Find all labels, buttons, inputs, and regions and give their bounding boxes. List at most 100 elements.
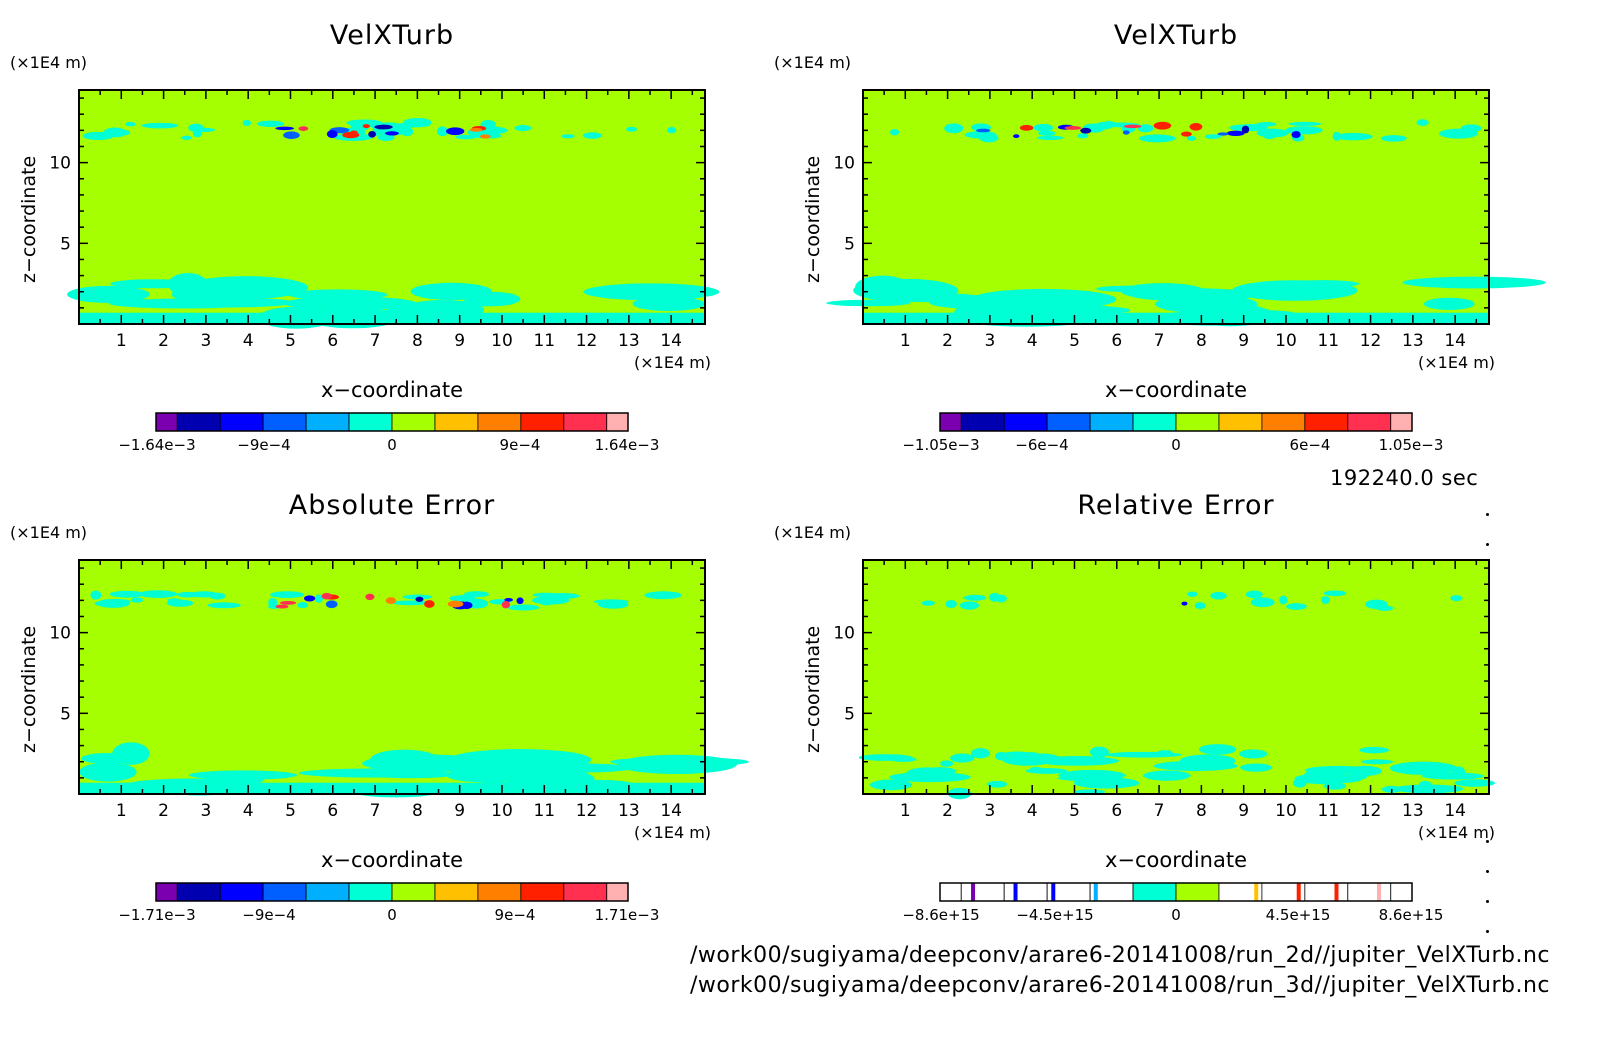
turbulence-core xyxy=(384,131,399,136)
colorbar-segment xyxy=(563,412,608,432)
x-tick-label: 13 xyxy=(618,801,640,821)
turbulence-core xyxy=(469,127,483,132)
x-tick-label: 8 xyxy=(412,331,423,351)
cyan-blob xyxy=(1421,772,1485,780)
colorbar-segment xyxy=(305,412,350,432)
panel-title: Absolute Error xyxy=(288,490,496,521)
x-tick-label: 8 xyxy=(1196,801,1207,821)
turbulence-core xyxy=(1122,130,1130,135)
cyan-blob xyxy=(853,278,959,303)
turbulence-core xyxy=(385,597,397,605)
x-tick-label: 4 xyxy=(243,331,254,351)
cyan-blob xyxy=(1187,591,1198,597)
cyan-blob xyxy=(1138,134,1176,143)
x-tick-label: 9 xyxy=(454,801,465,821)
margin-dot xyxy=(1486,870,1489,873)
cyan-blob xyxy=(1450,595,1463,602)
cyan-blob xyxy=(141,122,179,129)
x-tick-label: 7 xyxy=(370,331,381,351)
colorbar-segment xyxy=(1132,882,1177,902)
turbulence-core xyxy=(326,130,338,138)
turbulence-core xyxy=(1180,131,1192,137)
upper-turbulence-layer xyxy=(90,590,682,611)
colorbar-segment xyxy=(1175,882,1220,902)
cyan-blob xyxy=(403,302,440,315)
cyan-blob xyxy=(870,779,913,791)
cyan-blob xyxy=(110,279,197,289)
cyan-blob xyxy=(1210,591,1227,600)
colorbar-segment xyxy=(348,882,393,902)
cyan-blob xyxy=(1194,602,1206,609)
cyan-band xyxy=(79,782,705,794)
x-tick-label: 11 xyxy=(533,801,555,821)
colorbar-segment xyxy=(219,882,264,902)
cyan-blob xyxy=(1038,130,1056,136)
colorbar-segment xyxy=(1390,412,1413,432)
colorbar-frame xyxy=(939,882,1413,902)
cyan-blob xyxy=(437,126,448,137)
y-tick-label: 10 xyxy=(833,154,855,174)
x-tick-label: 9 xyxy=(1238,331,1249,351)
cyan-blob xyxy=(1418,780,1432,790)
cyan-blob xyxy=(950,753,975,763)
margin-dot xyxy=(1486,543,1489,546)
x-tick-label: 11 xyxy=(1317,331,1339,351)
x-tick-label: 11 xyxy=(533,331,555,351)
turbulence-core xyxy=(446,127,465,136)
colorbar-level-mark xyxy=(1093,883,1098,901)
cyan-blob xyxy=(582,132,602,139)
x-tick-label: 14 xyxy=(660,801,682,821)
colorbar-label: −1.05e−3 xyxy=(902,436,980,454)
x-tick-label: 6 xyxy=(327,331,338,351)
cyan-blob xyxy=(921,600,935,606)
y-unit-label: (×1E4 m) xyxy=(774,523,852,542)
colorbar-segment xyxy=(155,412,178,432)
upper-turbulence-layer xyxy=(82,117,677,142)
cyan-blob xyxy=(314,594,324,603)
cyan-blob xyxy=(561,134,575,139)
cyan-blob xyxy=(1058,769,1126,781)
cyan-blob xyxy=(1137,124,1154,133)
cyan-blob xyxy=(1380,135,1407,142)
y-tick-label: 10 xyxy=(833,624,855,644)
colorbar-label: 0 xyxy=(387,906,397,924)
colorbar-label: −1.64e−3 xyxy=(118,436,196,454)
x-axis-label: x−coordinate xyxy=(1104,378,1248,402)
x-tick-label: 14 xyxy=(660,331,682,351)
cyan-blob xyxy=(1143,770,1191,781)
cyan-blob xyxy=(410,282,493,300)
turbulence-core xyxy=(415,596,424,602)
plot-frame xyxy=(78,89,706,325)
cyan-blob xyxy=(227,775,264,785)
cyan-blob xyxy=(987,780,1008,788)
cyan-blob xyxy=(1033,123,1054,132)
turbulence-core xyxy=(1080,127,1092,134)
cyan-blob xyxy=(1186,135,1197,141)
cyan-blob xyxy=(583,283,720,301)
x-unit-label: (×1E4 m) xyxy=(1418,353,1496,372)
footer-file-path: /work00/sugiyama/deepconv/arare6-2014100… xyxy=(689,973,1550,998)
margin-dot xyxy=(1486,930,1489,933)
margin-dot xyxy=(1486,840,1489,843)
turbulence-core xyxy=(1019,124,1034,131)
cyan-blob xyxy=(1157,750,1173,755)
colorbar-frame xyxy=(939,412,1413,432)
cyan-blob xyxy=(1424,297,1475,310)
y-unit-label: (×1E4 m) xyxy=(774,53,852,72)
cyan-blob xyxy=(256,120,285,127)
lower-turbulence-layer xyxy=(79,742,749,798)
cyan-blob xyxy=(455,134,477,140)
turbulence-core xyxy=(1189,122,1203,131)
colorbar xyxy=(155,882,629,902)
x-unit-label: (×1E4 m) xyxy=(634,353,712,372)
x-tick-label: 10 xyxy=(1275,801,1297,821)
x-axis-label: x−coordinate xyxy=(320,848,464,872)
x-tick-label: 5 xyxy=(285,801,296,821)
panel-title: VelXTurb xyxy=(1113,20,1239,51)
colorbar-segment xyxy=(176,882,221,902)
x-tick-label: 10 xyxy=(491,801,513,821)
turbulence-core xyxy=(350,130,358,136)
cyan-blob xyxy=(538,596,555,606)
